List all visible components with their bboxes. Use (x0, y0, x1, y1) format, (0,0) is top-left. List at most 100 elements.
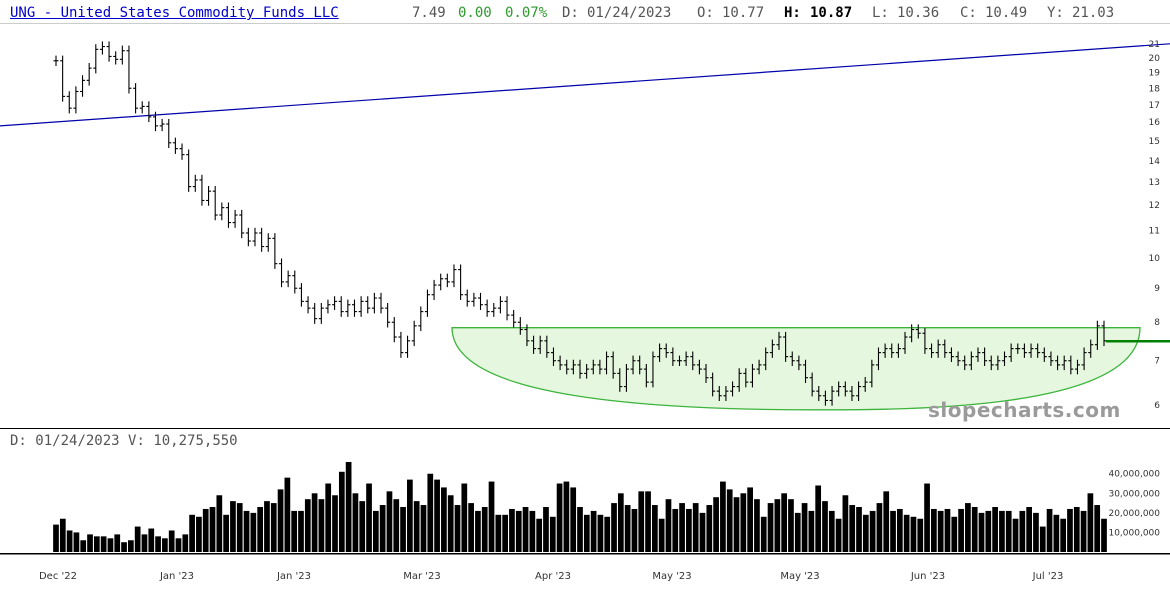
rounded-bottom-pattern[interactable] (451, 327, 1141, 411)
volume-bar (692, 503, 699, 552)
volume-bar (686, 508, 692, 552)
ohlc-bar (1015, 343, 1021, 354)
trendline[interactable] (0, 43, 1170, 127)
volume-bar (522, 507, 529, 552)
ohlc-bar (776, 331, 782, 350)
pane-divider (0, 428, 1170, 429)
volume-bar (611, 503, 617, 552)
volume-y-tick: 40,000,000 (1108, 470, 1160, 480)
ohlc-bar (106, 41, 112, 62)
volume-bar (788, 499, 794, 552)
ohlc-bar (1094, 320, 1100, 350)
volume-bar (277, 489, 284, 552)
ohlc-bar (584, 363, 590, 379)
ohlc-bar (1068, 355, 1074, 375)
volume-bar (1039, 526, 1046, 552)
ohlc-bar (358, 296, 364, 317)
volume-bar (543, 507, 549, 552)
ohlc-bar (637, 355, 643, 375)
volume-bar (658, 518, 665, 552)
ohlc-bar (723, 385, 729, 401)
ohlc-bar (557, 355, 563, 371)
volume-bar (828, 510, 835, 552)
volume-bar (386, 491, 393, 552)
ohlc-bar (166, 118, 172, 149)
ohlc-bar (1048, 351, 1054, 366)
ohlc-bar (657, 343, 663, 362)
ohlc-bar (312, 302, 318, 324)
ohlc-bar (710, 372, 716, 397)
volume-bar (1026, 507, 1033, 552)
price-y-tick: 7 (1154, 357, 1160, 367)
ohlc-bar (1074, 359, 1080, 375)
ohlc-bar (152, 111, 158, 132)
volume-bar (924, 483, 930, 552)
volume-bar (53, 524, 59, 552)
volume-bar (481, 507, 488, 552)
volume-bar (318, 499, 325, 552)
ohlc-bar (338, 296, 344, 317)
ohlc-bar (471, 292, 477, 307)
volume-bar (835, 518, 842, 552)
low-label: L: (872, 5, 889, 21)
volume-bar (420, 505, 427, 552)
volume-bar (624, 505, 631, 552)
ohlc-bar (929, 343, 935, 358)
volume-bar (366, 483, 372, 552)
volume-bar (883, 491, 890, 552)
ohlc-bar (292, 270, 298, 294)
ohlc-bar (869, 359, 875, 388)
volume-bar (107, 538, 114, 552)
x-tick-label: Jul '23 (1032, 571, 1064, 582)
ohlc-bar (875, 347, 881, 371)
ohlc-bar (139, 101, 145, 114)
ohlc-bar (783, 331, 789, 362)
volume-bar (815, 485, 822, 552)
ohlc-bar (517, 317, 523, 335)
ohlc-bar (186, 149, 192, 192)
ohlc-bar (212, 186, 218, 221)
ohlc-bar (511, 309, 517, 328)
volume-bar (66, 530, 73, 552)
ohlc-bar (252, 227, 258, 247)
ohlc-bar (842, 381, 848, 397)
volume-bar (338, 471, 345, 552)
volume-bar (359, 501, 366, 552)
volume-bar (80, 540, 87, 552)
ohlc-bar (126, 45, 132, 94)
volume-bar (1067, 508, 1073, 552)
volume-y-tick: 20,000,000 (1108, 509, 1160, 519)
ohlc-bar (696, 359, 702, 375)
ohlc-bar (922, 328, 928, 354)
ohlc-bar (279, 258, 285, 288)
volume-bar (617, 493, 624, 552)
ohlc-bar (179, 143, 185, 160)
price-y-tick: 20 (1149, 54, 1161, 64)
close-label: C: (960, 5, 977, 21)
ohlc-bar (769, 339, 775, 358)
volume-bar (577, 507, 583, 552)
ohlc-bar (829, 385, 835, 406)
ohlc-bar (451, 264, 457, 288)
ohlc-bar (968, 351, 974, 371)
volume-bar (1012, 518, 1019, 552)
volume-bar (740, 493, 747, 552)
ohlc-bar (730, 381, 736, 397)
price-y-tick: 13 (1149, 178, 1160, 188)
ohlc-bar (935, 339, 941, 358)
ohlc-bar (159, 118, 165, 132)
symbol-title[interactable]: UNG - United States Commodity Funds LLC (10, 5, 339, 21)
ohlc-bar (199, 174, 205, 206)
ohlc-bar (172, 137, 178, 154)
ohlc-bar (610, 351, 616, 379)
volume-bar (604, 516, 611, 552)
volume-bar (93, 536, 100, 552)
x-tick-label: Dec '22 (39, 571, 77, 582)
ohlc-bar (948, 347, 954, 362)
price-y-tick: 16 (1149, 118, 1161, 128)
volume-bar (407, 479, 413, 552)
volume-bar (747, 487, 753, 552)
volume-bar (699, 512, 706, 552)
volume-bar (597, 514, 604, 552)
